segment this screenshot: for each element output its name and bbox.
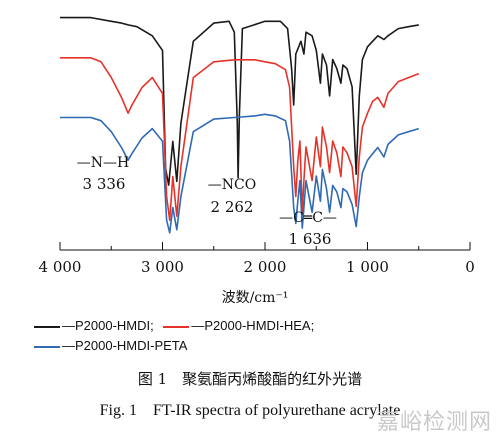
x-tick-label: 0 (465, 258, 475, 276)
legend-label-hea: —P2000-HMDI-HEA (191, 318, 311, 333)
spectrum-line-hmdi-hea (60, 57, 420, 221)
figure-caption-english: Fig. 1 FT-IR spectra of polyurethane acr… (99, 402, 401, 419)
annotation-nh: —N—H 3 336 (77, 155, 129, 193)
spectrum-line-hmdi-peta (60, 113, 420, 234)
legend-entry-hmdi: —P2000-HMDI; (34, 316, 154, 336)
legend-entry-hea: —P2000-HMDI-HEA; (163, 316, 314, 336)
chart-legend: —P2000-HMDI; —P2000-HMDI-HEA; —P2000-HMD… (34, 316, 320, 356)
legend-entry-peta: —P2000-HMDI-PETA (34, 336, 187, 356)
legend-row-2: —P2000-HMDI-PETA (34, 336, 320, 356)
x-axis-label: 波数/cm⁻¹ (222, 290, 289, 306)
figure-caption-chinese: 图 1 聚氨酯丙烯酸酯的红外光谱 (137, 370, 363, 388)
x-tick-label: 3 000 (141, 258, 184, 276)
legend-row-1: —P2000-HMDI; —P2000-HMDI-HEA; (34, 316, 320, 336)
x-tick-label: 2 000 (244, 258, 287, 276)
annotation-nco: —NCO 2 262 (208, 177, 256, 216)
x-tick-label: 4 000 (39, 258, 82, 276)
spectrum-line-hmdi (60, 16, 419, 186)
annotation-nco-label: —NCO (208, 177, 256, 193)
annotation-cc: —C═C— 1 636 (279, 210, 337, 248)
spectra-series-group (60, 16, 420, 234)
legend-label-hmdi: —P2000-HMDI (62, 318, 151, 333)
x-axis-ticks: 4 000 3 000 2 000 1 000 0 (39, 242, 475, 276)
annotation-nco-value: 2 262 (211, 198, 254, 216)
legend-label-peta: —P2000-HMDI-PETA (62, 338, 188, 353)
annotation-cc-value: 1 636 (289, 230, 332, 248)
x-tick-label: 1 000 (346, 258, 389, 276)
watermark: 嘉峪检测网 (376, 410, 492, 435)
legend-swatch-hea (163, 325, 190, 328)
legend-swatch-hmdi (34, 325, 60, 328)
annotation-cc-label: —C═C— (279, 210, 337, 226)
annotation-nh-value: 3 336 (83, 175, 126, 193)
annotation-nh-label: —N—H (77, 155, 129, 171)
legend-swatch-peta (34, 345, 60, 348)
